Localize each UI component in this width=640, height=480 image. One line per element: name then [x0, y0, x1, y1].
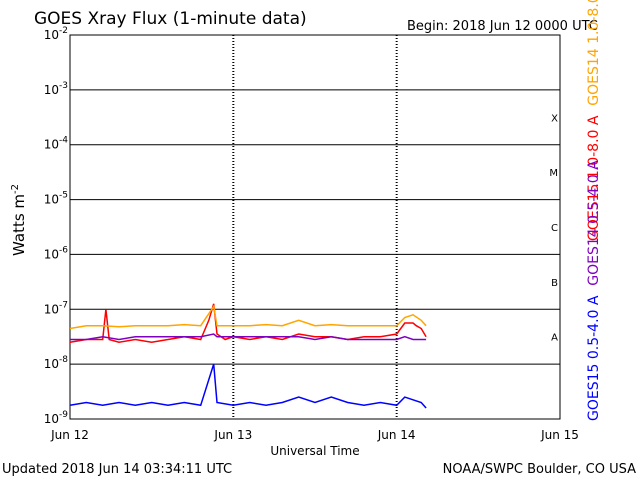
series-line-4	[70, 333, 427, 341]
y-tick-label: 10-2	[44, 26, 68, 42]
legend-goes14-long: GOES14 1.0-8.0 A	[586, 0, 602, 106]
source-credit: NOAA/SWPC Boulder, CO USA	[443, 462, 636, 477]
y-tick-labels: 10-2 10-3 10-4 10-5 10-6 10-7 10-8 10-9	[44, 26, 69, 426]
y-tick-label: 10-7	[44, 300, 68, 316]
y-tick-label: 10-5	[44, 191, 68, 207]
y-axis-label: Watts m-2	[10, 184, 28, 256]
y-tick-label: 10-6	[44, 245, 69, 261]
y-axis-label-text: Watts m	[10, 194, 28, 256]
x-tick-label: Jun 12	[50, 428, 89, 442]
flare-class-label: B	[551, 278, 558, 289]
svg-text:GOES15 0.5-4.0 AGOES14 0.5-4.0: GOES15 0.5-4.0 A GOES14 0.5-4.0 A	[586, 160, 602, 421]
grid-lines	[70, 89, 560, 365]
series-line-2	[69, 304, 427, 330]
flare-class-label: C	[551, 223, 558, 234]
legend-long: GOES15 1.0-8.0 A GOES14 1.0-8.0 A	[586, 0, 602, 241]
day-divider-ticks	[232, 35, 398, 419]
x-tick-label: Jun 14	[377, 428, 416, 442]
flare-class-label: A	[551, 333, 558, 344]
flare-class-label: X	[551, 113, 558, 124]
chart-title: GOES Xray Flux (1-minute data)	[34, 9, 307, 29]
x-tick-label: Jun 15	[540, 428, 579, 442]
legend-goes15-short: GOES15 0.5-4.0 A	[586, 295, 602, 421]
legend-goes15-long: GOES15 1.0-8.0 A	[586, 115, 602, 241]
series-line-3	[69, 363, 427, 409]
y-tick-label: 10-4	[44, 136, 69, 152]
x-axis-label: Universal Time	[270, 444, 359, 458]
svg-text:Watts m-2: Watts m-2	[10, 184, 28, 256]
x-tick-labels: Jun 12 Jun 13 Jun 14 Jun 15	[50, 428, 579, 442]
series-lines	[69, 303, 427, 409]
legend-goes14-short: GOES14 0.5-4.0 A	[586, 160, 602, 286]
legend-short: GOES15 0.5-4.0 A GOES14 0.5-4.0 A	[586, 160, 602, 421]
flare-class-label: M	[549, 168, 558, 179]
begin-time-label: Begin: 2018 Jun 12 0000 UTC	[407, 19, 598, 34]
y-axis-label-exponent: -2	[10, 184, 21, 194]
y-tick-label: 10-9	[44, 410, 69, 426]
flare-class-labels: X M C B A	[549, 113, 558, 343]
updated-timestamp: Updated 2018 Jun 14 03:34:11 UTC	[2, 462, 232, 477]
y-tick-label: 10-3	[44, 81, 68, 97]
plot-frame	[69, 34, 561, 420]
svg-text:GOES15 1.0-8.0 AGOES14 1.0-8.0: GOES15 1.0-8.0 A GOES14 1.0-8.0 A	[586, 0, 602, 241]
x-tick-label: Jun 13	[213, 428, 252, 442]
y-tick-label: 10-8	[44, 355, 69, 371]
